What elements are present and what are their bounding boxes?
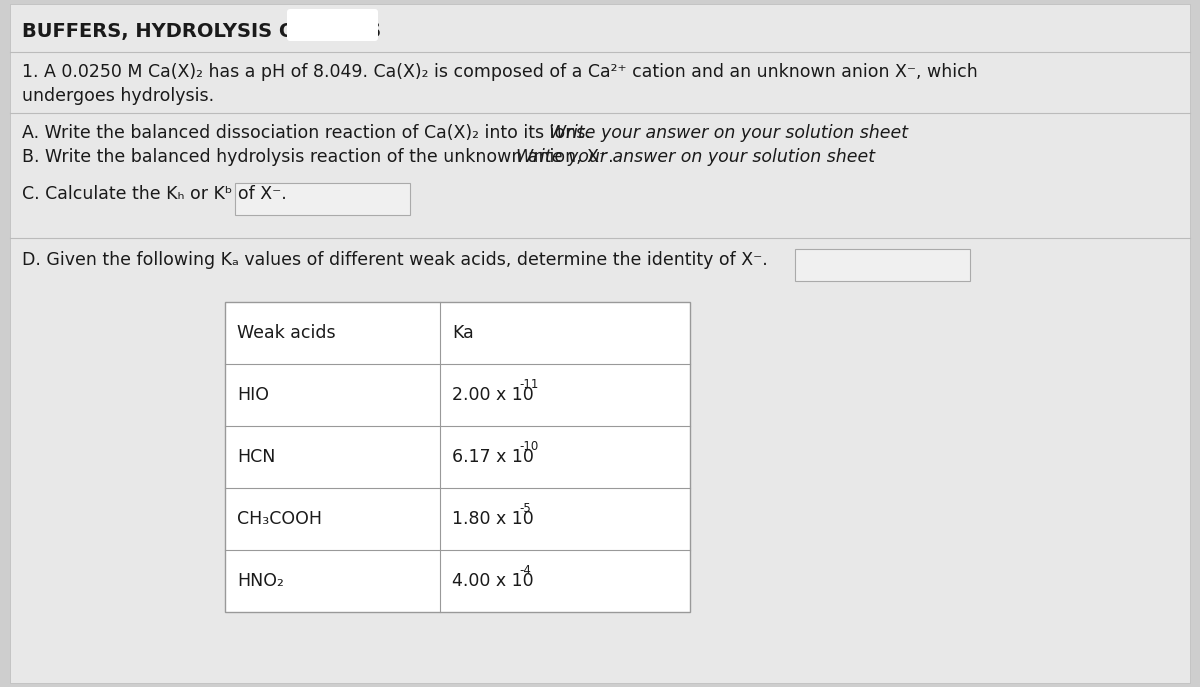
Text: 4.00 x 10: 4.00 x 10 [452, 572, 534, 590]
Text: BUFFERS, HYDROLYSIS OF SALTS: BUFFERS, HYDROLYSIS OF SALTS [22, 22, 382, 41]
Text: Write your answer on your solution sheet: Write your answer on your solution sheet [516, 148, 875, 166]
Text: A. Write the balanced dissociation reaction of Ca(X)₂ into its ions.: A. Write the balanced dissociation react… [22, 124, 596, 142]
Text: HIO: HIO [238, 386, 269, 404]
Text: Write your answer on your solution sheet: Write your answer on your solution sheet [550, 124, 908, 142]
Text: Weak acids: Weak acids [238, 324, 336, 342]
FancyBboxPatch shape [226, 302, 690, 612]
Text: C. Calculate the Kₕ or Kᵇ of X⁻.: C. Calculate the Kₕ or Kᵇ of X⁻. [22, 185, 287, 203]
Text: HCN: HCN [238, 448, 275, 466]
FancyBboxPatch shape [287, 9, 378, 41]
Text: -10: -10 [520, 440, 539, 453]
Text: 6.17 x 10: 6.17 x 10 [452, 448, 534, 466]
Text: Ka: Ka [452, 324, 474, 342]
Text: D. Given the following Kₐ values of different weak acids, determine the identity: D. Given the following Kₐ values of diff… [22, 251, 768, 269]
Text: 1.80 x 10: 1.80 x 10 [452, 510, 534, 528]
Text: -11: -11 [520, 377, 539, 390]
Text: HNO₂: HNO₂ [238, 572, 284, 590]
Text: CH₃COOH: CH₃COOH [238, 510, 322, 528]
FancyBboxPatch shape [235, 183, 410, 215]
FancyBboxPatch shape [796, 249, 970, 281]
Text: 1. A 0.0250 M Ca(X)₂ has a pH of 8.049. Ca(X)₂ is composed of a Ca²⁺ cation and : 1. A 0.0250 M Ca(X)₂ has a pH of 8.049. … [22, 63, 978, 81]
Text: B. Write the balanced hydrolysis reaction of the unknown anion, X⁻.: B. Write the balanced hydrolysis reactio… [22, 148, 619, 166]
Text: 2.00 x 10: 2.00 x 10 [452, 386, 534, 404]
Text: -4: -4 [520, 563, 532, 576]
Text: -5: -5 [520, 502, 532, 515]
FancyBboxPatch shape [10, 4, 1190, 683]
Text: undergoes hydrolysis.: undergoes hydrolysis. [22, 87, 214, 105]
